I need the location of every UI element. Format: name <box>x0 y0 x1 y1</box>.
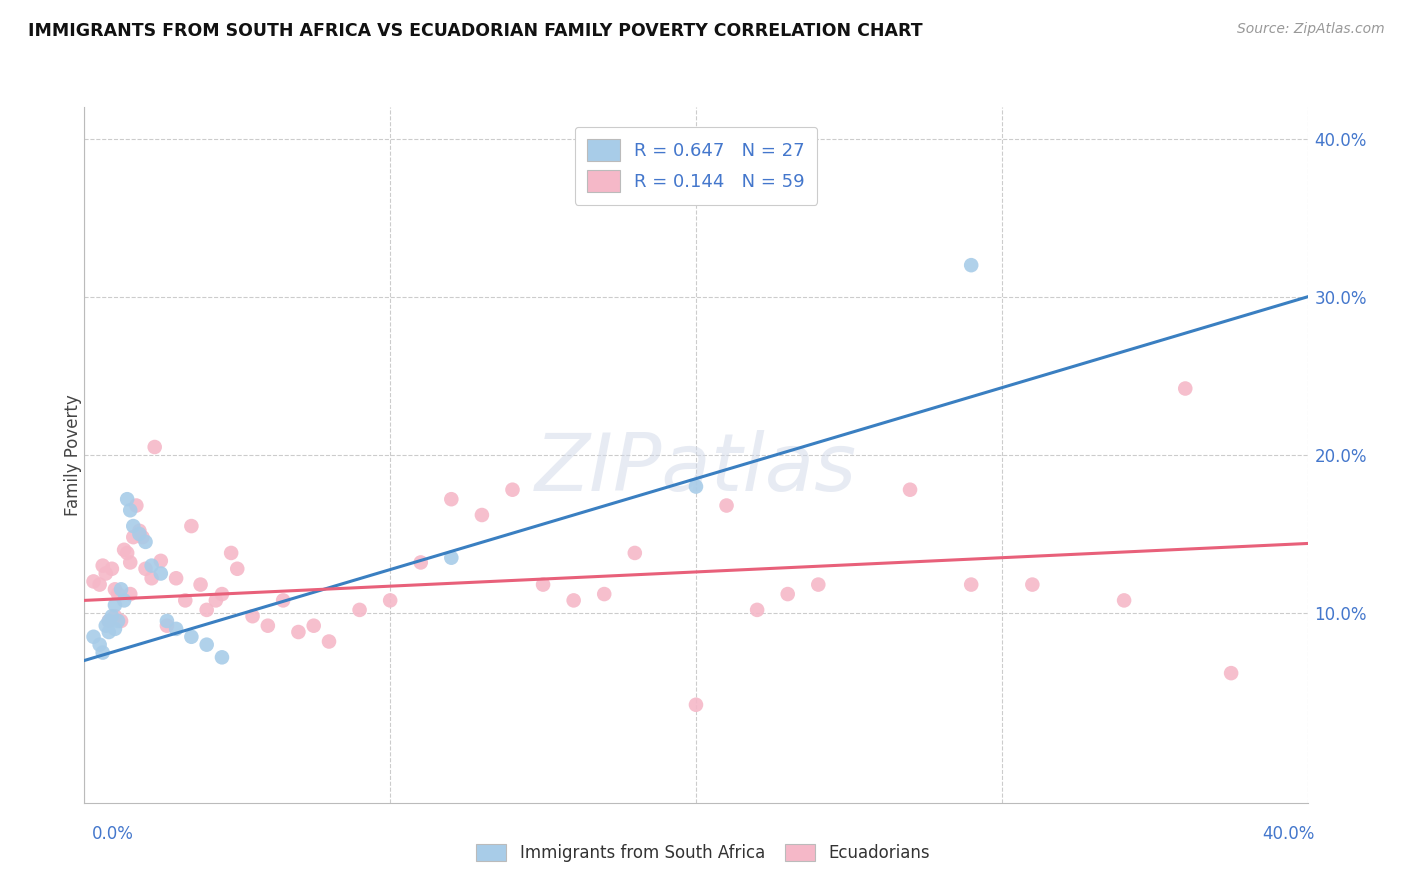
Point <box>1220 666 1243 681</box>
Point <box>349 603 371 617</box>
Point <box>104 582 127 597</box>
Point <box>195 603 218 617</box>
Point <box>94 566 117 581</box>
Text: Source: ZipAtlas.com: Source: ZipAtlas.com <box>1237 22 1385 37</box>
Point <box>242 609 264 624</box>
Point <box>101 562 124 576</box>
Text: 40.0%: 40.0% <box>1263 825 1315 843</box>
Point <box>960 577 983 591</box>
Point <box>156 614 179 628</box>
Point <box>110 614 132 628</box>
Point <box>135 534 157 549</box>
Point <box>120 556 142 570</box>
Point <box>440 550 463 565</box>
Point <box>502 483 524 497</box>
Point <box>131 530 153 544</box>
Point <box>180 630 202 644</box>
Point <box>409 556 432 570</box>
Point <box>165 622 187 636</box>
Point <box>128 524 150 538</box>
Point <box>112 542 135 557</box>
Point <box>97 614 120 628</box>
Point <box>83 630 105 644</box>
Point <box>94 618 117 632</box>
Point <box>83 574 105 589</box>
Point <box>91 646 114 660</box>
Point <box>141 558 163 573</box>
Text: IMMIGRANTS FROM SOUTH AFRICA VS ECUADORIAN FAMILY POVERTY CORRELATION CHART: IMMIGRANTS FROM SOUTH AFRICA VS ECUADORI… <box>28 22 922 40</box>
Legend: R = 0.647   N = 27, R = 0.144   N = 59: R = 0.647 N = 27, R = 0.144 N = 59 <box>575 127 817 205</box>
Point <box>685 479 707 493</box>
Point <box>104 598 127 612</box>
Point <box>211 650 233 665</box>
Point <box>471 508 494 522</box>
Legend: Immigrants from South Africa, Ecuadorians: Immigrants from South Africa, Ecuadorian… <box>468 836 938 871</box>
Point <box>135 562 157 576</box>
Point <box>149 566 172 581</box>
Point <box>122 530 145 544</box>
Point <box>287 625 309 640</box>
Point <box>747 603 769 617</box>
Point <box>104 609 127 624</box>
Point <box>120 587 142 601</box>
Point <box>115 546 138 560</box>
Point <box>128 527 150 541</box>
Point <box>190 577 212 591</box>
Point <box>219 546 242 560</box>
Point <box>440 492 463 507</box>
Point <box>1114 593 1136 607</box>
Point <box>120 503 142 517</box>
Point <box>174 593 197 607</box>
Point <box>141 571 163 585</box>
Point <box>112 593 135 607</box>
Point <box>107 587 129 601</box>
Text: ZIPatlas: ZIPatlas <box>534 430 858 508</box>
Point <box>380 593 402 607</box>
Point <box>143 440 166 454</box>
Point <box>89 577 111 591</box>
Point <box>807 577 830 591</box>
Point <box>104 622 127 636</box>
Point <box>165 571 187 585</box>
Point <box>960 258 983 272</box>
Point <box>531 577 554 591</box>
Y-axis label: Family Poverty: Family Poverty <box>65 394 82 516</box>
Point <box>101 609 124 624</box>
Point <box>318 634 340 648</box>
Point <box>624 546 647 560</box>
Point <box>115 492 138 507</box>
Point <box>302 618 325 632</box>
Point <box>562 593 585 607</box>
Point <box>122 519 145 533</box>
Point <box>107 614 129 628</box>
Point <box>211 587 233 601</box>
Point <box>89 638 111 652</box>
Point <box>593 587 616 601</box>
Point <box>149 554 172 568</box>
Point <box>257 618 280 632</box>
Point <box>110 582 132 597</box>
Point <box>898 483 921 497</box>
Point <box>195 638 218 652</box>
Point <box>180 519 202 533</box>
Point <box>125 499 148 513</box>
Point <box>685 698 707 712</box>
Point <box>156 618 179 632</box>
Point <box>91 558 114 573</box>
Point <box>97 614 120 628</box>
Point <box>205 593 228 607</box>
Text: 0.0%: 0.0% <box>91 825 134 843</box>
Point <box>776 587 799 601</box>
Point <box>1021 577 1043 591</box>
Point <box>271 593 294 607</box>
Point <box>97 625 120 640</box>
Point <box>716 499 738 513</box>
Point <box>226 562 249 576</box>
Point <box>1174 382 1197 396</box>
